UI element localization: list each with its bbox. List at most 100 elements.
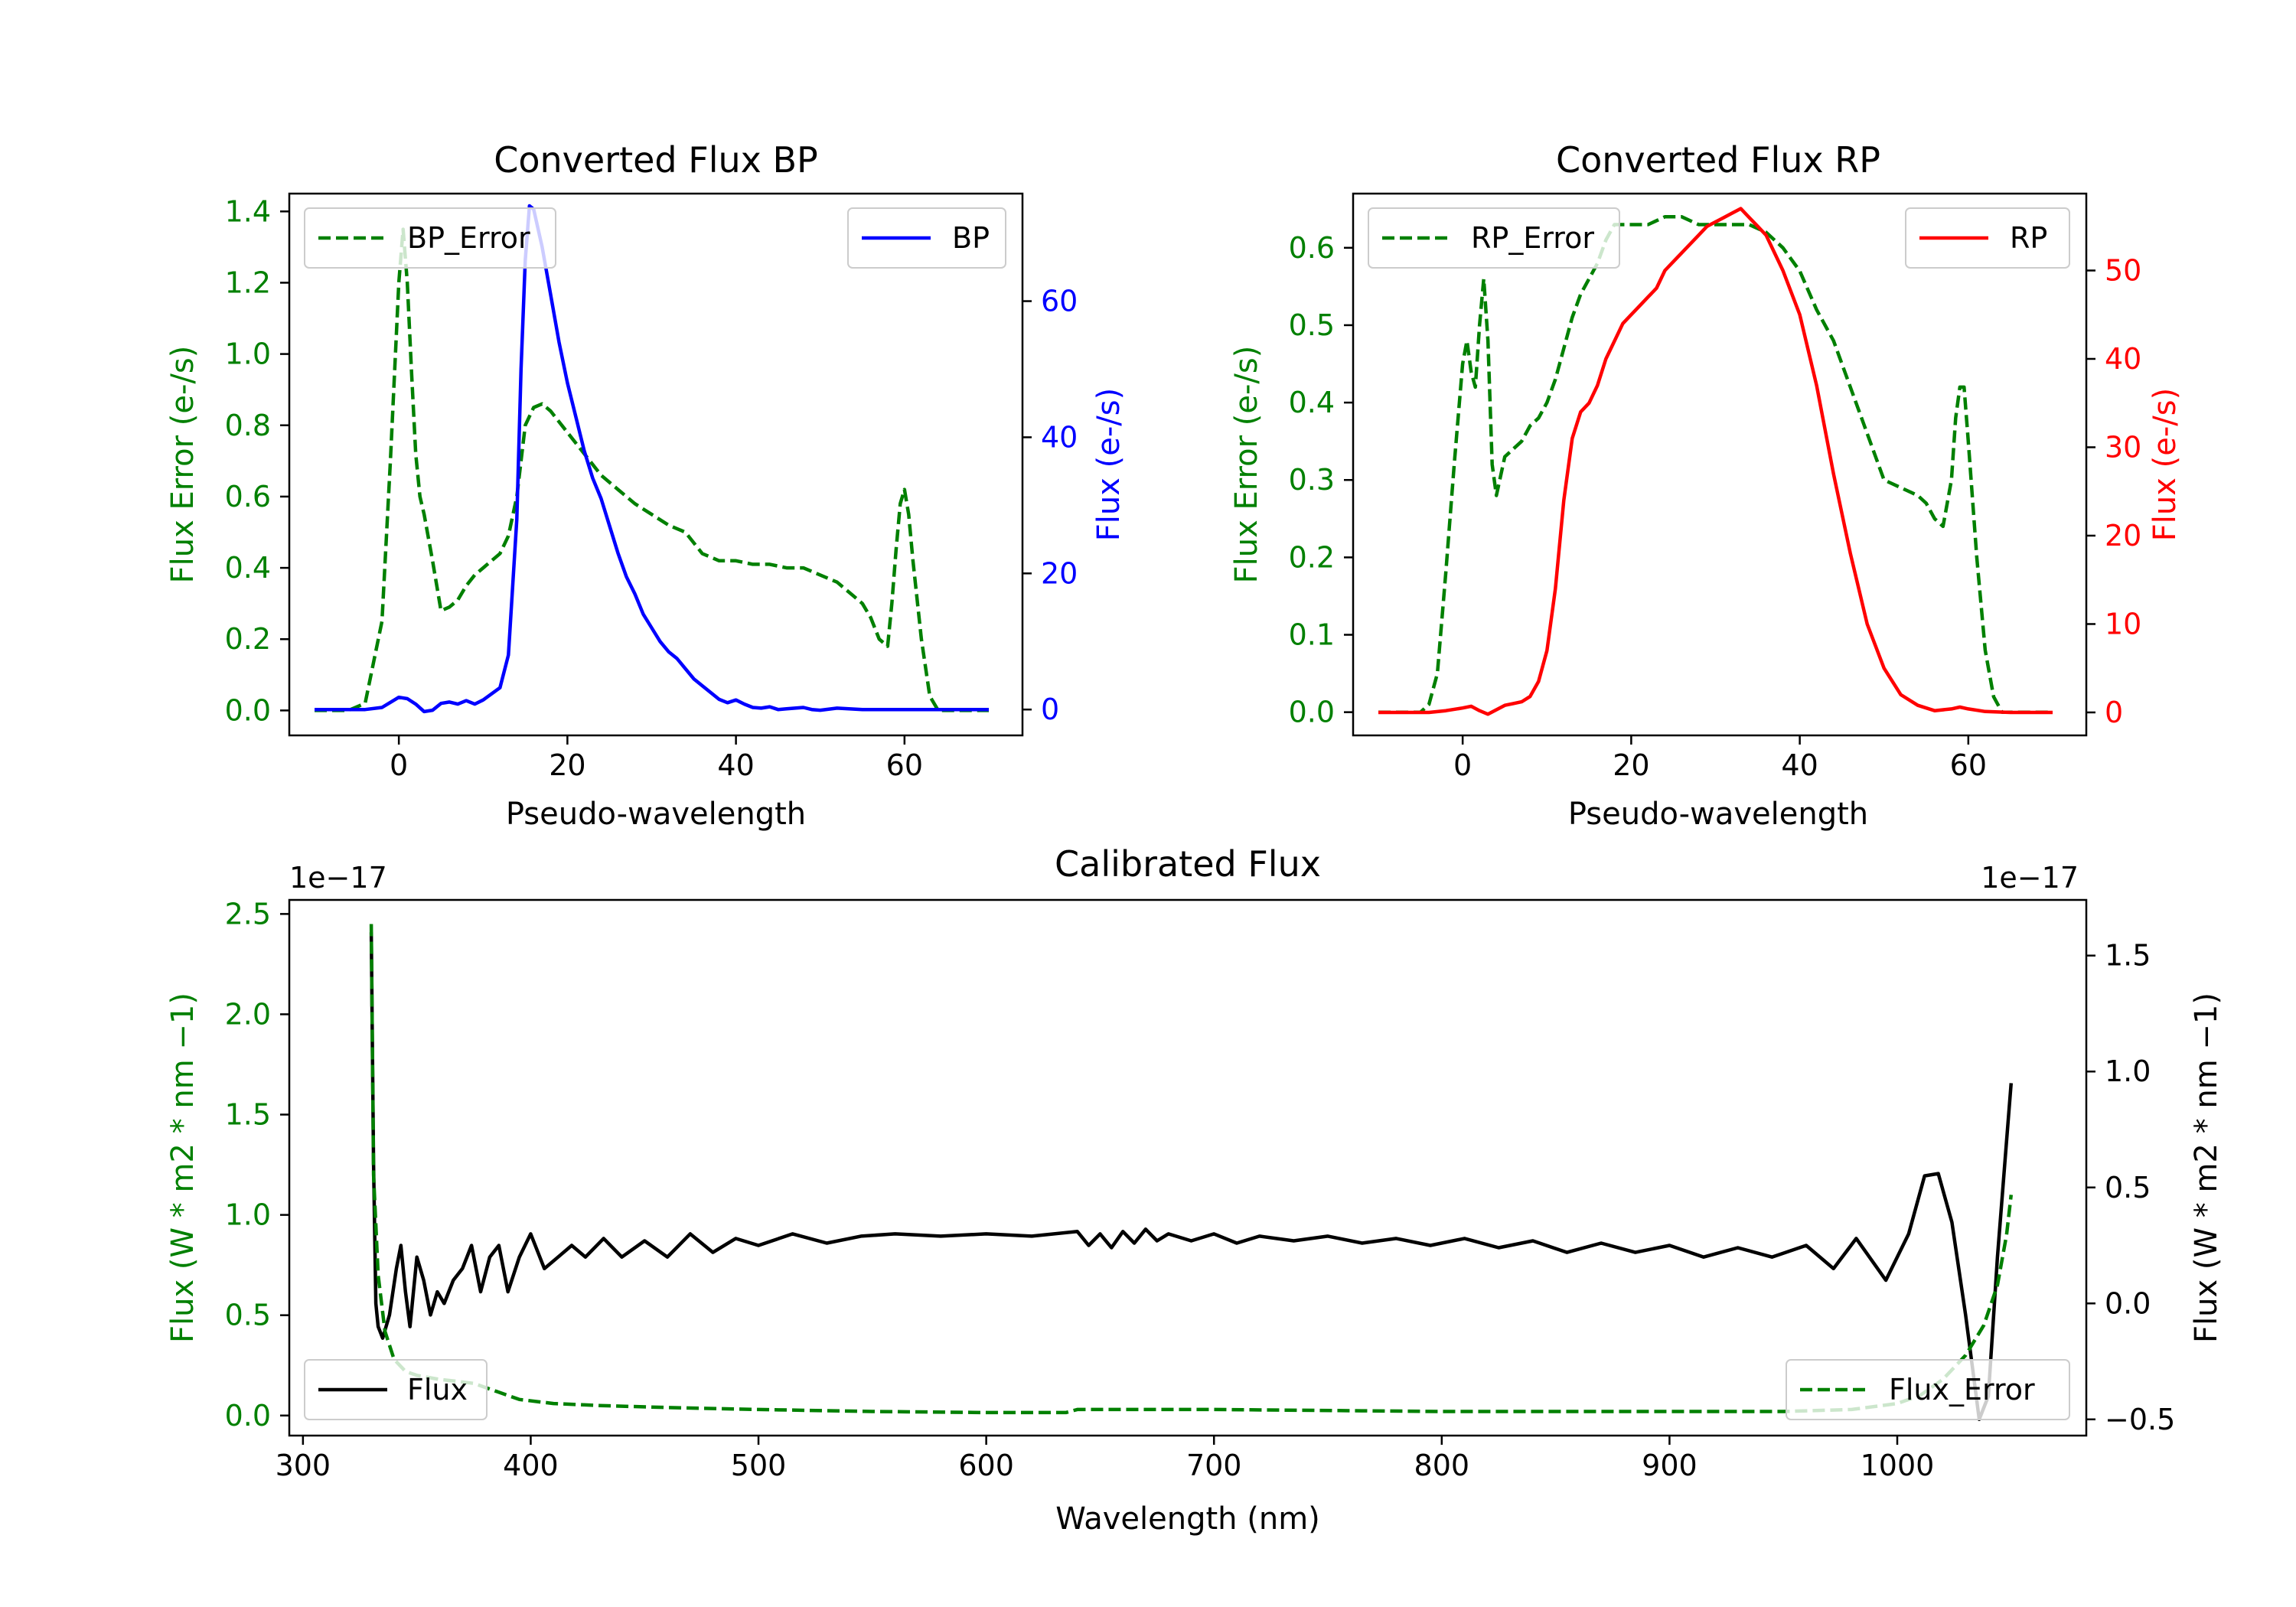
x-tick-label: 300 — [276, 1449, 331, 1482]
bp-axes-frame — [288, 192, 1024, 737]
rp-left-ylabel: Flux Error (e-/s) — [1229, 346, 1264, 584]
cal-xlabel: Wavelength (nm) — [1055, 1501, 1320, 1537]
bp-title: Converted Flux BP — [494, 139, 818, 181]
right-y-tick-label: −0.5 — [2105, 1403, 2175, 1436]
rp-series — [1378, 207, 2053, 716]
x-tick-label: 60 — [1950, 748, 1987, 782]
bp-right-ylabel: Flux (e-/s) — [1091, 388, 1127, 541]
left-y-tick-label: 0.2 — [1289, 540, 1335, 574]
series-line-flux-error — [369, 924, 2014, 1415]
left-y-tick-label: 1.0 — [225, 1198, 271, 1232]
cal-left-ylabel: Flux (W * m2 * nm −1) — [165, 993, 201, 1343]
x-tick-label: 60 — [886, 748, 923, 782]
rp-legend: RP — [1905, 207, 2070, 269]
left-y-tick-label: 0.0 — [1289, 696, 1335, 729]
series-line-rp-error — [1378, 215, 2053, 714]
cal-right-offset-text: 1e−17 — [1981, 861, 2079, 895]
left-y-tick-label: 2.5 — [225, 897, 271, 931]
bp-series — [315, 204, 989, 714]
rp-error-legend: RP_Error — [1368, 207, 1620, 269]
right-y-tick-label: 0.0 — [2105, 1286, 2151, 1320]
left-y-tick-label: 0.6 — [1289, 231, 1335, 265]
bp-panel: Converted Flux BP 0 20 40 60 0.0 0.2 0.4 0.6 0.8… — [165, 139, 1127, 832]
bp-error-legend: BP_Error — [304, 207, 556, 269]
right-y-tick-label: 10 — [2105, 607, 2141, 641]
left-y-tick-label: 0.4 — [1289, 386, 1335, 419]
left-y-tick-label: 0.8 — [225, 409, 271, 442]
x-tick-label: 600 — [958, 1449, 1014, 1482]
left-y-tick-label: 0.4 — [225, 551, 271, 585]
rp-legend-label: RP — [2010, 221, 2047, 255]
cal-title: Calibrated Flux — [1055, 843, 1321, 885]
x-tick-label: 1000 — [1861, 1449, 1935, 1482]
rp-error-legend-box — [1368, 207, 1620, 269]
left-y-tick-label: 0.2 — [225, 622, 271, 656]
rp-title: Converted Flux RP — [1556, 139, 1880, 181]
calibrated-panel: Calibrated Flux 300 400 500 600 700 800 900 100… — [165, 843, 2224, 1537]
cal-right-ylabel: Flux (W * m2 * nm −1) — [2189, 993, 2224, 1343]
left-y-tick-label: 1.0 — [225, 337, 271, 371]
cal-error-legend-box — [1786, 1359, 2070, 1420]
x-tick-label: 700 — [1186, 1449, 1242, 1482]
left-y-tick-label: 0.0 — [225, 693, 271, 727]
rp-ticks: 0 20 40 60 0.0 0.1 0.2 0.3 0.4 0.5 0.6 0 10 20 30 40 50 — [1289, 231, 2142, 782]
right-y-tick-label: 50 — [2105, 253, 2141, 287]
series-line-bp — [315, 204, 989, 714]
right-y-tick-label: 1.5 — [2105, 939, 2151, 973]
right-y-tick-label: 20 — [2105, 519, 2141, 553]
series-line-rp — [1378, 207, 2053, 716]
bp-legend-label: BP — [952, 221, 990, 255]
cal-series — [369, 924, 2014, 1422]
x-tick-label: 800 — [1414, 1449, 1470, 1482]
right-y-tick-label: 40 — [1041, 420, 1078, 454]
bp-left-ylabel: Flux Error (e-/s) — [165, 346, 201, 584]
cal-flux-legend: Flux — [304, 1359, 488, 1420]
x-tick-label: 40 — [1781, 748, 1818, 782]
right-y-tick-label: 30 — [2105, 430, 2141, 464]
series-line-bp-error — [315, 227, 989, 712]
bp-error-legend-label: BP_Error — [407, 221, 530, 255]
cal-flux-legend-label: Flux — [407, 1373, 468, 1407]
x-tick-label: 0 — [1453, 748, 1472, 782]
cal-ticks: 300 400 500 600 700 800 900 1000 0.0 0.5 1.0 1.5 2.0… — [225, 897, 2176, 1482]
left-y-tick-label: 0.5 — [225, 1299, 271, 1332]
cal-flux-legend-box — [304, 1359, 488, 1420]
x-tick-label: 900 — [1642, 1449, 1698, 1482]
bp-ticks: 0 20 40 60 0.0 0.2 0.4 0.6 0.8 1.0 1.2 1.4 0 20 40 60 — [225, 194, 1078, 782]
right-y-tick-label: 60 — [1041, 285, 1078, 318]
bp-error-legend-box — [304, 207, 556, 269]
left-y-tick-label: 0.0 — [225, 1399, 271, 1433]
cal-error-legend: Flux_Error — [1786, 1359, 2070, 1420]
right-y-tick-label: 40 — [2105, 342, 2141, 376]
right-y-tick-label: 1.0 — [2105, 1054, 2151, 1088]
x-tick-label: 0 — [390, 748, 408, 782]
x-tick-label: 20 — [1613, 748, 1649, 782]
rp-xlabel: Pseudo-wavelength — [1568, 797, 1868, 832]
left-y-tick-label: 1.5 — [225, 1098, 271, 1132]
left-y-tick-label: 2.0 — [225, 997, 271, 1031]
right-y-tick-label: 0 — [1041, 693, 1059, 726]
right-y-tick-label: 0.5 — [2105, 1171, 2151, 1204]
bp-xlabel: Pseudo-wavelength — [506, 797, 806, 832]
x-tick-label: 20 — [549, 748, 585, 782]
x-tick-label: 500 — [731, 1449, 787, 1482]
cal-left-offset-text: 1e−17 — [289, 861, 387, 895]
rp-panel: Converted Flux RP 0 20 40 60 0.0 0.1 0.2 0.3 0.4… — [1229, 139, 2183, 832]
cal-axes-frame — [288, 898, 2088, 1437]
rp-error-legend-label: RP_Error — [1471, 221, 1594, 255]
bp-legend: BP — [847, 207, 1006, 269]
rp-axes-frame — [1352, 192, 2088, 737]
right-y-tick-label: 0 — [2105, 696, 2123, 729]
cal-error-legend-label: Flux_Error — [1889, 1373, 2035, 1407]
series-line-flux — [369, 932, 2014, 1422]
left-y-tick-label: 0.3 — [1289, 463, 1335, 497]
right-y-tick-label: 20 — [1041, 556, 1078, 590]
left-y-tick-label: 1.2 — [225, 266, 271, 299]
x-tick-label: 40 — [717, 748, 754, 782]
left-y-tick-label: 0.6 — [225, 480, 271, 513]
rp-right-ylabel: Flux (e-/s) — [2148, 388, 2183, 541]
left-y-tick-label: 0.5 — [1289, 308, 1335, 342]
left-y-tick-label: 1.4 — [225, 194, 271, 228]
left-y-tick-label: 0.1 — [1289, 618, 1335, 652]
